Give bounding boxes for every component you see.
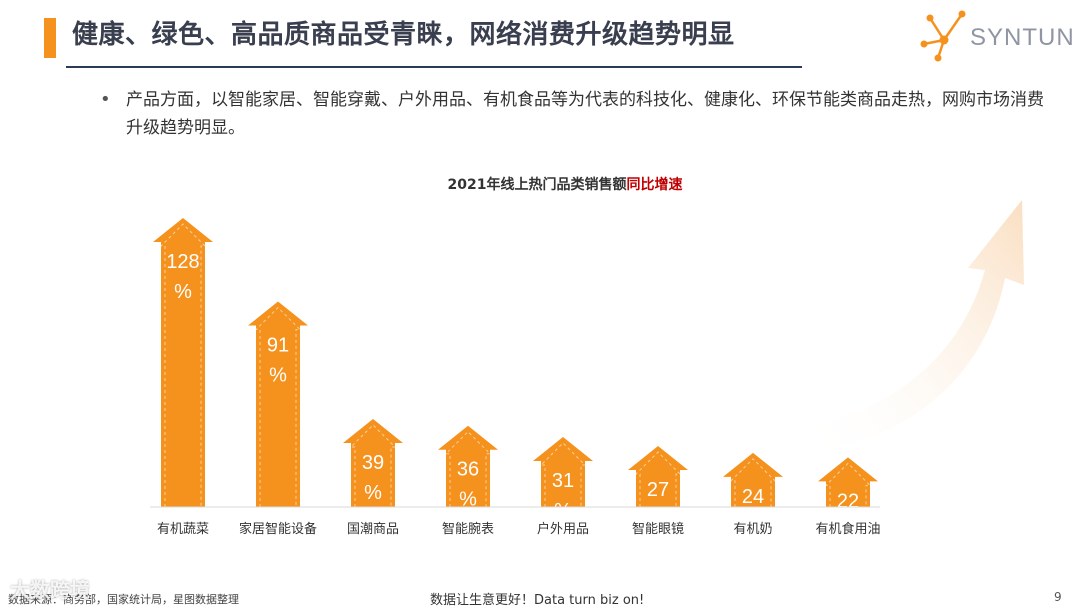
bar-arrow-5 (628, 446, 688, 507)
bar-2: 39% 国潮商品 (343, 418, 403, 537)
bar-arrow-1 (248, 301, 308, 507)
bar-outline-5 (634, 451, 682, 507)
category-label: 有机蔬菜 (157, 522, 209, 537)
title-accent-bar (44, 18, 56, 58)
bar-arrow-0 (153, 218, 213, 507)
bullet-icon: • (100, 89, 111, 110)
bar-value-label: 91 (267, 335, 289, 357)
syntun-logo-icon (920, 10, 966, 62)
bar-value-label: 39 (362, 452, 384, 474)
bar-arrow-6 (723, 452, 783, 507)
bullet-text: 产品方面，以智能家居、智能穿戴、户外用品、有机食品等为代表的科技化、健康化、环保… (126, 90, 1044, 138)
bar-value-label: 128 (166, 251, 199, 273)
category-label: 有机食用油 (815, 521, 880, 537)
page-title: 健康、绿色、高品质商品受青睐，网络消费升级趋势明显 (72, 20, 735, 50)
logo-text: SYNTUN (970, 24, 1075, 51)
bar-5: 27%智能眼镜 (628, 446, 688, 537)
category-label: 户外用品 (537, 521, 589, 537)
category-label: 智能眼镜 (632, 522, 684, 537)
chart-title: 2021年线上热门品类销售额同比增速 (0, 174, 1080, 194)
footer-slogan: 数据让生意更好！Data turn biz on! (430, 593, 645, 608)
bar-arrow-7 (818, 457, 878, 507)
bar-outline-2 (349, 424, 397, 507)
bar-arrow-4 (533, 437, 593, 507)
page-number: 9 (1054, 590, 1062, 604)
bar-value-label: 36 (457, 459, 479, 481)
bar-outline-1 (254, 306, 302, 507)
bar-value-unit: % (174, 281, 192, 303)
category-label: 智能腕表 (442, 521, 494, 537)
bar-outline-0 (159, 223, 207, 507)
bar-value-label: 31 (552, 470, 574, 492)
bar-value-unit: % (839, 520, 857, 542)
title-underline (66, 66, 802, 68)
bar-0: 128% 有机蔬菜 (153, 218, 213, 537)
category-label: 家居智能设备 (239, 521, 317, 537)
bar-outline-6 (729, 458, 777, 507)
bar-value-unit: % (269, 365, 287, 387)
bar-value-label: 24 (742, 486, 764, 508)
bar-value-unit: % (744, 516, 762, 538)
source-note: 数据来源：商务部，国家统计局，星图数据整理 (8, 593, 239, 606)
bar-1: 91% 家居智能设备 (239, 301, 317, 537)
bar-value-label: 27 (647, 479, 669, 501)
bar-value-unit: % (554, 500, 572, 522)
bar-arrow-2 (343, 418, 403, 507)
bar-value-unit: % (649, 509, 667, 531)
category-label: 国潮商品 (347, 522, 399, 537)
watermark-text: 大数跨境 (10, 578, 90, 602)
bar-4: 31%户外用品 (533, 437, 593, 537)
bar-value-unit: % (459, 489, 477, 511)
bar-7: 22%有机食用油 (815, 457, 881, 542)
bar-outline-7 (824, 462, 872, 507)
chart-title-highlight: 同比增速 (626, 177, 683, 193)
bar-value-unit: % (364, 482, 382, 504)
category-label: 有机奶 (733, 522, 772, 537)
trend-arrow-icon (800, 200, 1024, 452)
bar-3: 36% 智能腕表 (438, 425, 498, 537)
bar-6: 24%有机奶 (723, 452, 783, 538)
chart-title-prefix: 2021年线上热门品类销售额 (447, 177, 627, 193)
bar-value-label: 22 (837, 490, 859, 512)
